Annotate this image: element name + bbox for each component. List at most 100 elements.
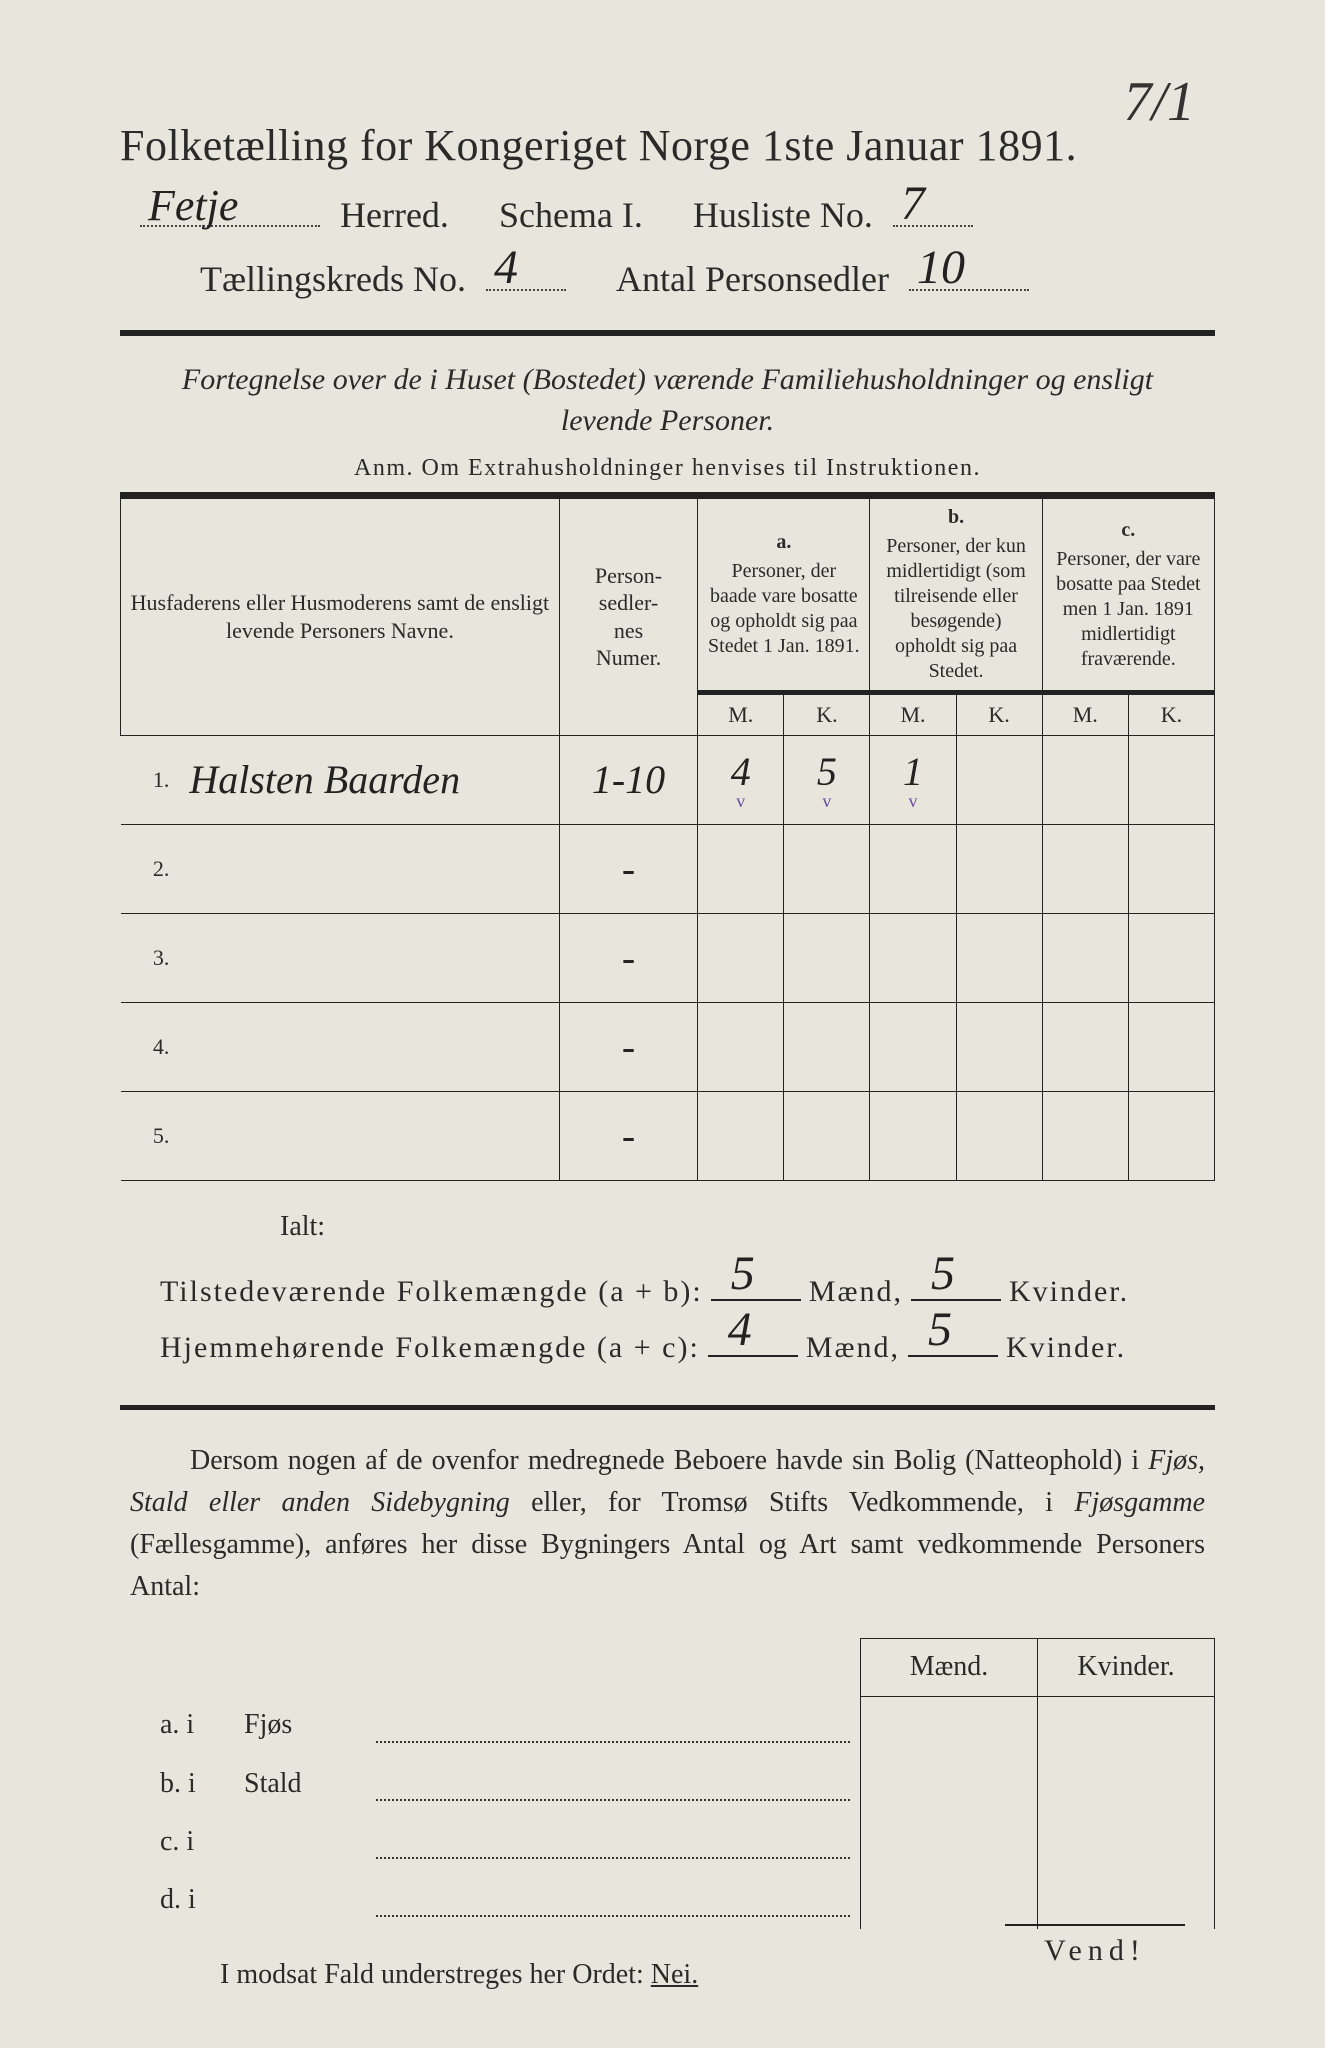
byg-row: b. iStald: [120, 1755, 1215, 1813]
ialt-label: Ialt:: [280, 1211, 1215, 1243]
row-c-m: [1042, 1091, 1128, 1180]
present-m-field: 5: [711, 1263, 801, 1301]
col-b-m: M.: [870, 693, 956, 736]
row-sedler: -: [559, 824, 697, 913]
row-sedler: 1-10: [559, 735, 697, 824]
row-a-m: [698, 913, 784, 1002]
byg-row-m: [861, 1755, 1038, 1813]
byg-row-label: d. i: [120, 1871, 232, 1929]
row-sedler: -: [559, 1091, 697, 1180]
row-c-m: [1042, 824, 1128, 913]
row-name: [179, 1002, 559, 1091]
totals-block: Ialt: Tilstedeværende Folkemængde (a + b…: [120, 1211, 1215, 1365]
row-sedler: -: [559, 913, 697, 1002]
row-b-m: [870, 913, 956, 1002]
byg-row-k: [1038, 1755, 1215, 1813]
row-c-k: [1128, 735, 1214, 824]
row-a-k: [784, 1002, 870, 1091]
row-a-m: [698, 1091, 784, 1180]
kreds-field: 4: [486, 250, 566, 292]
byg-row-m: [861, 1871, 1038, 1929]
row-b-k: [956, 1002, 1042, 1091]
antal-label: Antal Personsedler: [616, 258, 889, 300]
col-a-k: K.: [784, 693, 870, 736]
husliste-label: Husliste No.: [693, 194, 873, 236]
byg-row-m: [861, 1696, 1038, 1755]
resident-line: Hjemmehørende Folkemængde (a + c): 4 Mæn…: [160, 1319, 1215, 1365]
row-a-m: 4v: [698, 735, 784, 824]
row-b-k: [956, 735, 1042, 824]
row-a-m: [698, 1002, 784, 1091]
row-c-k: [1128, 1091, 1214, 1180]
row-name: Halsten Baarden: [179, 735, 559, 824]
row-name: [179, 913, 559, 1002]
byg-row-k: [1038, 1813, 1215, 1871]
col-sedler-header: Person- sedler- nes Numer.: [559, 497, 697, 736]
byg-row: a. iFjøs: [120, 1696, 1215, 1755]
col-a-header: a. Personer, der baade vare bosatte og o…: [698, 497, 870, 693]
byg-row-m: [861, 1813, 1038, 1871]
row-sedler: -: [559, 1002, 697, 1091]
table-row: 3.-: [121, 913, 1215, 1002]
col-c-k: K.: [1128, 693, 1214, 736]
col-a-m: M.: [698, 693, 784, 736]
husliste-field: 7: [893, 185, 973, 227]
byg-row-k: [1038, 1871, 1215, 1929]
byg-m-header: Mænd.: [861, 1638, 1038, 1696]
schema-label: Schema I.: [499, 194, 643, 236]
table-row: 4.-: [121, 1002, 1215, 1091]
antal-value: 10: [917, 240, 965, 295]
household-table: Husfaderens eller Husmoderens samt de en…: [120, 494, 1215, 1181]
row-c-k: [1128, 913, 1214, 1002]
row-a-k: [784, 1091, 870, 1180]
row-number: 1.: [121, 735, 180, 824]
row-b-m: [870, 1091, 956, 1180]
row-number: 5.: [121, 1091, 180, 1180]
kreds-label: Tællingskreds No.: [200, 258, 466, 300]
col-c-header: c. Personer, der vare bosatte paa Stedet…: [1042, 497, 1214, 693]
row-a-m: [698, 824, 784, 913]
row-name: [179, 824, 559, 913]
header-line-3: Tællingskreds No. 4 Antal Personsedler 1…: [200, 250, 1215, 301]
row-b-m: [870, 1002, 956, 1091]
form-note: Anm. Om Extrahusholdninger henvises til …: [120, 455, 1215, 482]
byg-row-kind: Fjøs: [232, 1696, 376, 1755]
row-a-k: [784, 824, 870, 913]
row-name: [179, 1091, 559, 1180]
resident-k-field: 5: [908, 1319, 998, 1357]
antal-field: 10: [909, 250, 1029, 292]
census-form-page: 7/1 Folketælling for Kongeriget Norge 1s…: [0, 0, 1325, 2048]
bygninger-paragraph: Dersom nogen af de ovenfor medregnede Be…: [130, 1440, 1205, 1608]
row-b-k: [956, 824, 1042, 913]
row-c-m: [1042, 735, 1128, 824]
husliste-value: 7: [901, 176, 925, 231]
col-name-header: Husfaderens eller Husmoderens samt de en…: [121, 497, 560, 736]
byg-row: d. i: [120, 1871, 1215, 1929]
herred-label: Herred.: [340, 194, 449, 236]
row-b-m: [870, 824, 956, 913]
byg-row-label: b. i: [120, 1755, 232, 1813]
table-row: 1.Halsten Baarden1-104v5v1v: [121, 735, 1215, 824]
row-number: 2.: [121, 824, 180, 913]
row-c-k: [1128, 1002, 1214, 1091]
form-title: Folketælling for Kongeriget Norge 1ste J…: [120, 120, 1215, 171]
herred-value: Fetje: [148, 180, 238, 231]
byg-row-dots: [376, 1696, 861, 1755]
kreds-value: 4: [494, 240, 518, 295]
row-b-k: [956, 913, 1042, 1002]
col-c-m: M.: [1042, 693, 1128, 736]
bygninger-table: Mænd. Kvinder. a. iFjøsb. iStaldc. id. i: [120, 1638, 1215, 1929]
byg-row-label: c. i: [120, 1813, 232, 1871]
row-a-k: [784, 913, 870, 1002]
byg-row: c. i: [120, 1813, 1215, 1871]
table-row: 5. -: [121, 1091, 1215, 1180]
row-c-m: [1042, 1002, 1128, 1091]
byg-row-kind: [232, 1813, 376, 1871]
col-b-k: K.: [956, 693, 1042, 736]
row-c-m: [1042, 913, 1128, 1002]
byg-row-dots: [376, 1871, 861, 1929]
divider-rule-2: [120, 1405, 1215, 1410]
byg-row-k: [1038, 1696, 1215, 1755]
resident-m-field: 4: [708, 1319, 798, 1357]
byg-row-kind: [232, 1871, 376, 1929]
